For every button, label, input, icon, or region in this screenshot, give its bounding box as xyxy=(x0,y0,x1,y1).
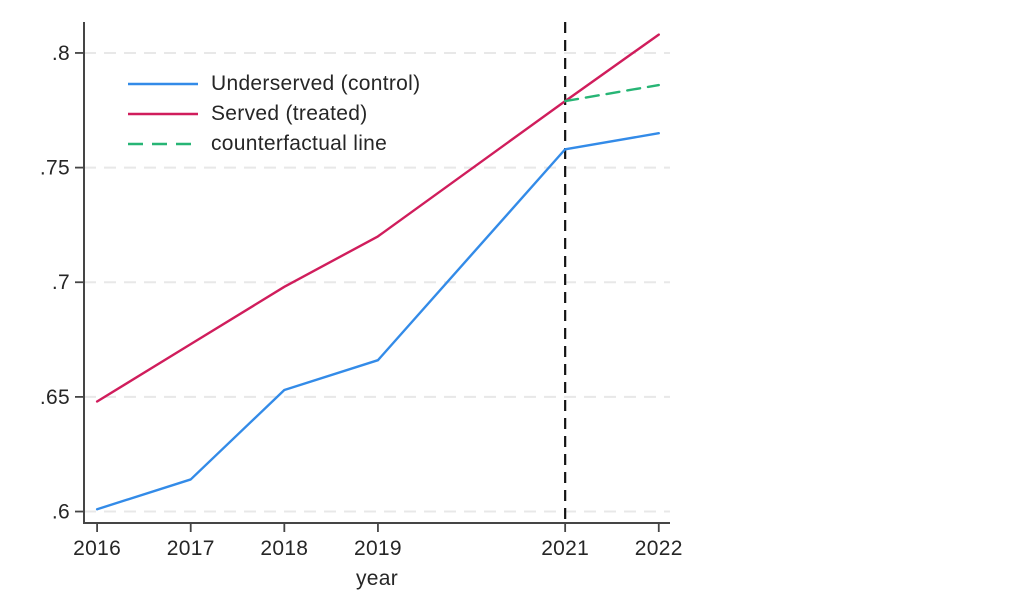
y-tick-label: .75 xyxy=(40,157,70,180)
x-tick-label: 2018 xyxy=(260,537,308,560)
legend-swatch-counterfactual-line xyxy=(128,142,198,146)
series-line-2 xyxy=(563,83,660,103)
y-tick-label: .8 xyxy=(52,42,70,65)
series-line-1 xyxy=(95,33,660,403)
legend-label-underserved: Underserved (control) xyxy=(211,72,421,95)
x-tick-label: 2022 xyxy=(635,537,683,560)
x-tick-label: 2016 xyxy=(73,537,121,560)
y-tick-label: .7 xyxy=(52,271,70,294)
x-tick-labels: 2016 2017 2018 2019 2021 2022 xyxy=(73,537,683,560)
x-tick-label: 2019 xyxy=(354,537,402,560)
legend-swatch-underserved-line xyxy=(128,82,198,86)
tick-marks xyxy=(75,52,660,532)
x-tick-label: 2017 xyxy=(167,537,215,560)
y-tick-label: .65 xyxy=(40,386,70,409)
legend-item-served: Served (treated) xyxy=(128,99,420,129)
x-tick-label: 2021 xyxy=(541,537,589,560)
legend-item-counterfactual: counterfactual line xyxy=(128,129,420,159)
x-axis-title: year xyxy=(356,567,398,590)
y-tick-labels: .6 .65 .7 .75 .8 xyxy=(40,42,70,524)
legend-label-served: Served (treated) xyxy=(211,102,368,125)
legend-item-underserved: Underserved (control) xyxy=(128,69,420,99)
y-tick-label: .6 xyxy=(52,501,70,524)
axes xyxy=(83,22,670,524)
legend-swatch-served-line xyxy=(128,112,198,116)
legend: Underserved (control) Served (treated) c… xyxy=(128,69,420,159)
legend-label-counterfactual: counterfactual line xyxy=(211,132,388,155)
gridlines xyxy=(84,51,670,513)
series-line-0 xyxy=(95,132,660,511)
series-lines xyxy=(95,33,660,511)
